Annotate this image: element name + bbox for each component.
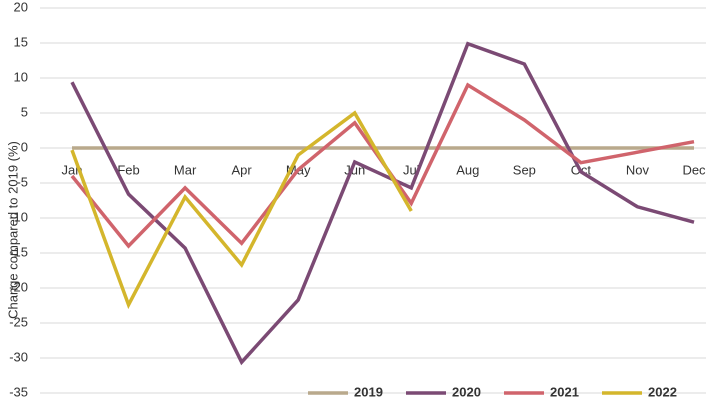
x-tick-label: Apr <box>232 162 253 177</box>
legend-label: 2019 <box>354 384 383 399</box>
y-tick-label: -35 <box>9 384 28 399</box>
x-tick-label: Aug <box>456 162 479 177</box>
legend-label: 2022 <box>648 384 677 399</box>
x-tick-label: Nov <box>626 162 650 177</box>
y-tick-label: 0 <box>21 139 28 154</box>
y-tick-label: 10 <box>14 69 28 84</box>
y-tick-label: -10 <box>9 209 28 224</box>
y-axis-label: Change compared to 2019 (%) <box>5 141 20 319</box>
y-tick-label: 15 <box>14 34 28 49</box>
x-tick-label: Sep <box>513 162 536 177</box>
series-line <box>70 41 695 366</box>
y-tick-label: -15 <box>9 244 28 259</box>
legend-label: 2021 <box>550 384 579 399</box>
y-tick-label: -30 <box>9 349 28 364</box>
x-tick-label: Dec <box>682 162 706 177</box>
y-tick-label: 20 <box>14 0 28 14</box>
y-tick-label: -5 <box>16 174 28 189</box>
x-tick-label: Mar <box>174 162 197 177</box>
y-tick-label: -20 <box>9 279 28 294</box>
y-tick-label: 5 <box>21 104 28 119</box>
x-tick-label: Feb <box>117 162 139 177</box>
legend-label: 2020 <box>452 384 481 399</box>
y-tick-label: -25 <box>9 314 28 329</box>
series-line <box>70 110 413 310</box>
